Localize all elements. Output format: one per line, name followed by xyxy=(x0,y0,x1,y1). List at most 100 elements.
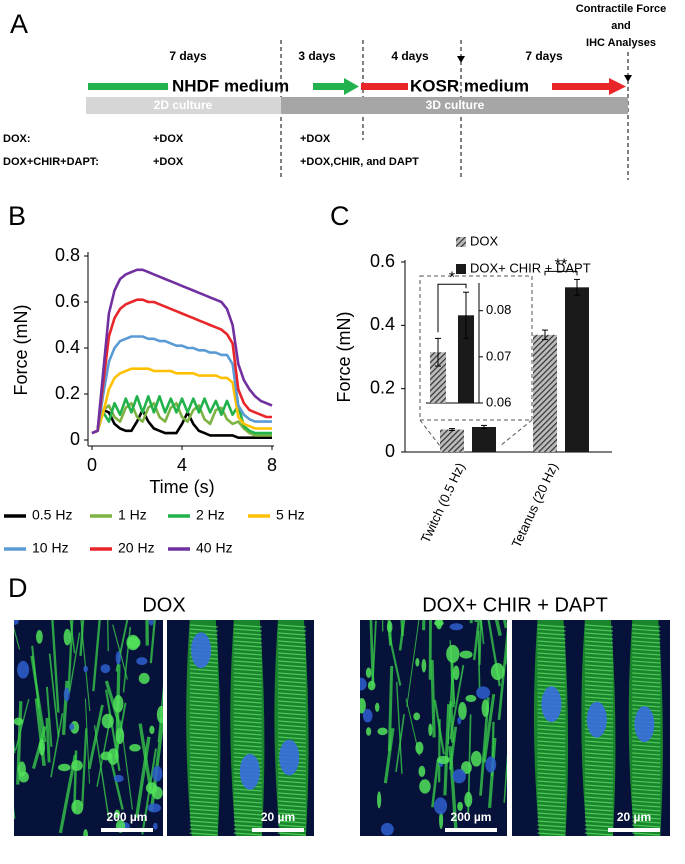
sarcomere xyxy=(537,828,566,832)
sarcomere xyxy=(584,644,613,648)
sarcomere xyxy=(584,756,613,760)
sarcomere xyxy=(277,720,306,724)
cell xyxy=(485,756,497,773)
group-label: DOX+CHIR+DAPT: xyxy=(3,156,99,168)
cell xyxy=(470,750,482,767)
sarcomere xyxy=(537,760,566,764)
fiber xyxy=(472,620,481,661)
sarcomere xyxy=(277,716,306,720)
scale-bar xyxy=(445,828,497,832)
y-tick-label: 0.2 xyxy=(55,383,80,403)
sarcomere xyxy=(277,696,306,700)
sarcomere xyxy=(277,672,306,676)
sarcomere xyxy=(632,824,661,828)
sarcomere xyxy=(233,696,262,700)
sarcomere xyxy=(632,752,661,756)
sarcomere xyxy=(632,656,661,660)
sarcomere xyxy=(189,792,218,796)
sarcomere xyxy=(189,808,218,812)
sarcomere xyxy=(233,688,262,692)
sarcomere xyxy=(537,772,566,776)
sarcomere xyxy=(584,632,613,636)
sarcomere xyxy=(632,632,661,636)
sarcomere xyxy=(233,752,262,756)
sarcomere xyxy=(189,832,218,836)
sarcomere xyxy=(537,656,566,660)
cell xyxy=(115,651,121,665)
sarcomere xyxy=(584,684,613,688)
nucleus xyxy=(239,753,260,790)
inset-tick-label: 0.08 xyxy=(486,302,511,317)
cell xyxy=(415,657,420,667)
myocyte xyxy=(230,620,265,836)
cell xyxy=(367,680,376,691)
sarcomere xyxy=(189,700,218,704)
y-tick-label: 0.4 xyxy=(55,337,80,357)
fiber xyxy=(81,728,88,807)
sarcomere xyxy=(632,672,661,676)
legend-swatch xyxy=(456,237,466,247)
x-tick-label: 0 xyxy=(87,455,97,475)
culture-bar xyxy=(281,97,628,114)
duration: 7 days xyxy=(525,49,563,63)
sarcomere xyxy=(537,768,566,772)
medium: NHDF medium xyxy=(172,76,289,95)
sarcomere xyxy=(584,652,613,656)
cell xyxy=(36,629,43,644)
sarcomere xyxy=(189,624,218,628)
sarcomere xyxy=(233,812,262,816)
x-tick-label: Tetanus (20 Hz) xyxy=(508,460,560,550)
sarcomere xyxy=(632,696,661,700)
sarcomere xyxy=(584,752,613,756)
nucleus xyxy=(191,632,212,669)
sarcomere xyxy=(233,816,262,820)
sarcomere xyxy=(233,668,262,672)
duration: 4 days xyxy=(391,49,429,63)
nucleus xyxy=(279,739,300,776)
sarcomere xyxy=(537,808,566,812)
sarcomere xyxy=(189,720,218,724)
micrograph xyxy=(167,620,314,836)
sarcomere xyxy=(189,712,218,716)
sarcomere xyxy=(632,784,661,788)
sarcomere xyxy=(584,692,613,696)
cell xyxy=(458,702,467,720)
image-title: DOX+ CHIR + DAPT xyxy=(422,594,608,616)
fiber xyxy=(69,620,76,654)
sarcomere xyxy=(632,644,661,648)
significance-bracket xyxy=(544,270,578,276)
sarcomere xyxy=(584,740,613,744)
sarcomere xyxy=(277,800,306,804)
fiber xyxy=(79,620,85,656)
y-axis-label: Force (mN) xyxy=(334,312,354,403)
sarcomere xyxy=(233,832,262,836)
fiber xyxy=(494,620,502,637)
cell xyxy=(446,644,460,663)
sarcomere xyxy=(233,672,262,676)
cell xyxy=(452,665,460,681)
sarcomere xyxy=(189,824,218,828)
nucleus xyxy=(586,701,607,738)
fiber xyxy=(398,620,406,651)
sarcomere xyxy=(584,736,613,740)
sarcomere xyxy=(632,648,661,652)
sarcomere xyxy=(189,796,218,800)
sarcomere xyxy=(189,680,218,684)
sarcomere xyxy=(584,636,613,640)
sarcomere xyxy=(537,652,566,656)
sarcomere xyxy=(584,820,613,824)
fiber xyxy=(93,725,110,820)
cell xyxy=(101,713,114,729)
fiber xyxy=(443,704,451,796)
sarcomere xyxy=(584,668,613,672)
legend-label: 1 Hz xyxy=(118,507,147,523)
cell xyxy=(436,755,450,765)
sarcomere xyxy=(537,632,566,636)
treatment: +DOX xyxy=(300,133,331,145)
cell xyxy=(360,697,366,714)
sarcomere xyxy=(277,648,306,652)
sarcomere xyxy=(277,728,306,732)
sarcomere xyxy=(233,740,262,744)
sarcomere xyxy=(189,776,218,780)
inset-tick-label: 0.07 xyxy=(486,348,511,363)
